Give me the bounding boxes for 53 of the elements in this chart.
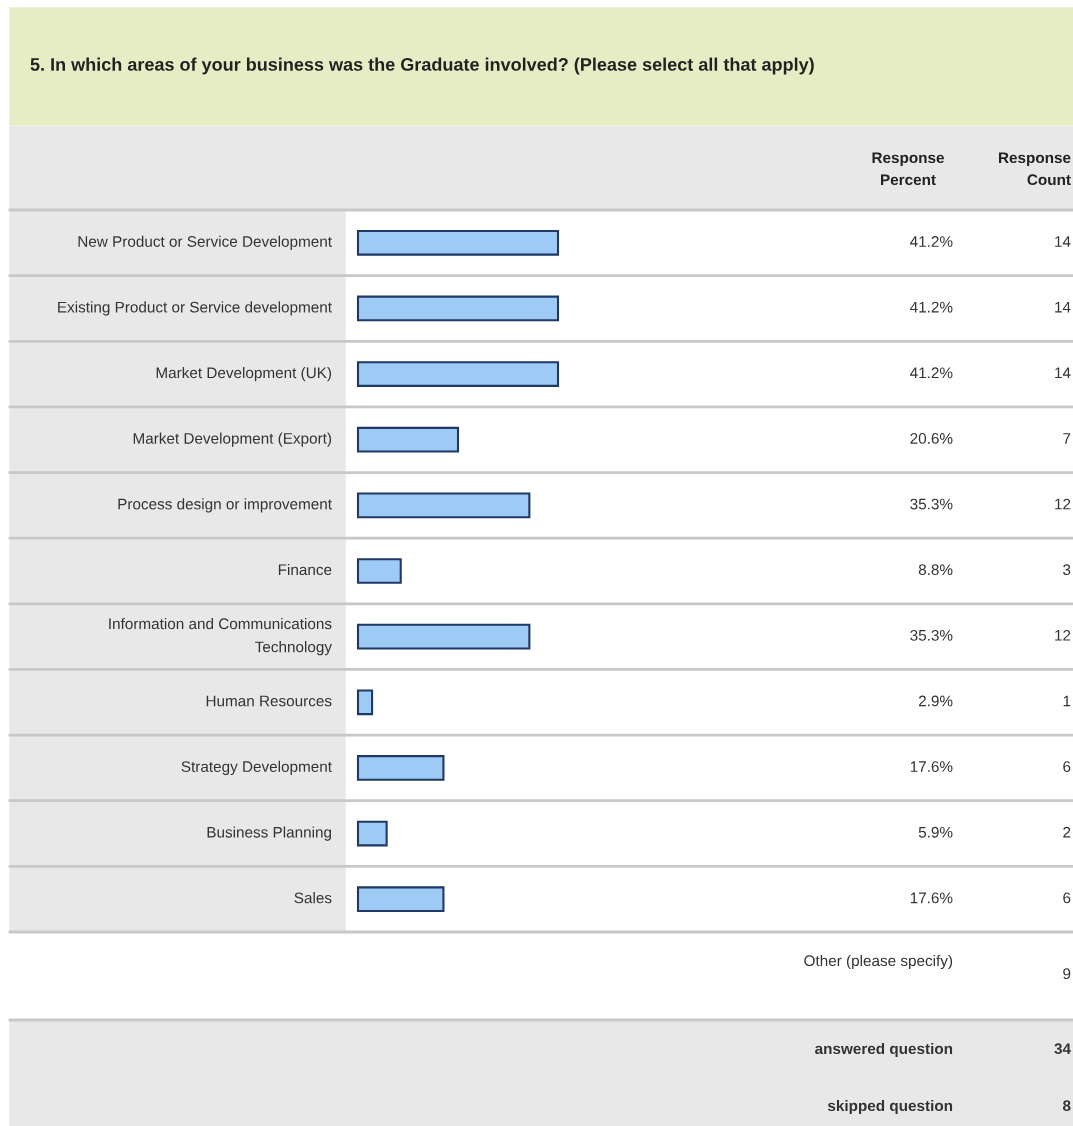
y-tick-label: Process design or improvement bbox=[118, 498, 332, 513]
y-tick-label: Information and Communications Technology bbox=[109, 617, 332, 656]
data-label: 17.6% bbox=[910, 761, 953, 773]
data-label: 41.2% bbox=[910, 236, 953, 247]
text: 6 bbox=[1063, 761, 1071, 773]
text: 8 bbox=[1062, 1100, 1071, 1112]
text: 14 bbox=[1055, 301, 1071, 313]
text: 34 bbox=[1054, 1043, 1071, 1055]
y-tick-label: Market Development (Export) bbox=[133, 432, 332, 447]
data-label: 17.6% bbox=[910, 892, 953, 904]
bar bbox=[356, 426, 460, 453]
data-label: 35.3% bbox=[910, 629, 953, 641]
data-label: 8.8% bbox=[918, 564, 953, 576]
text: 7 bbox=[1063, 433, 1071, 444]
y-tick-label: Existing Product or Service development bbox=[58, 301, 332, 316]
data-label: 2.9% bbox=[918, 695, 953, 707]
text: answered question bbox=[815, 1042, 953, 1058]
text: 2 bbox=[1063, 826, 1071, 838]
data-label: 41.2% bbox=[910, 301, 953, 313]
text: 1 bbox=[1063, 695, 1071, 707]
data-label: 41.2% bbox=[910, 367, 953, 379]
bar bbox=[356, 689, 374, 716]
text: 3 bbox=[1063, 564, 1071, 576]
y-tick-label: Finance bbox=[278, 563, 332, 576]
chart-title: 5. In which areas of your business was the Graduate involved? (Please select all that apply) bbox=[30, 57, 814, 75]
bar bbox=[356, 820, 388, 847]
text: Response Count bbox=[999, 152, 1071, 186]
data-label: 20.6% bbox=[910, 433, 953, 444]
text: 14 bbox=[1055, 236, 1071, 247]
text: Response Percent bbox=[872, 152, 944, 186]
text: 9 bbox=[1063, 968, 1071, 980]
bar bbox=[356, 295, 560, 322]
data-label: 35.3% bbox=[910, 498, 953, 510]
y-tick-label: Market Development (UK) bbox=[156, 366, 332, 382]
bar bbox=[356, 558, 402, 584]
text: 14 bbox=[1055, 367, 1071, 379]
text: 12 bbox=[1055, 498, 1071, 510]
text: Other (please specify) bbox=[804, 954, 953, 970]
text: skipped question bbox=[827, 1099, 953, 1115]
bar bbox=[356, 492, 531, 519]
y-tick-label: Human Resources bbox=[206, 695, 332, 707]
y-tick-label: Business Planning bbox=[207, 826, 332, 841]
data-label: 5.9% bbox=[918, 826, 953, 838]
bar bbox=[356, 229, 560, 256]
bar bbox=[356, 886, 445, 913]
text: 12 bbox=[1055, 629, 1071, 641]
bar bbox=[356, 361, 560, 387]
bar bbox=[356, 755, 445, 781]
bar bbox=[356, 623, 531, 650]
text: 6 bbox=[1063, 892, 1071, 904]
y-tick-label: Strategy Development bbox=[181, 760, 332, 776]
y-tick-label: New Product or Service Development bbox=[78, 235, 332, 250]
y-tick-label: Sales bbox=[294, 892, 332, 904]
